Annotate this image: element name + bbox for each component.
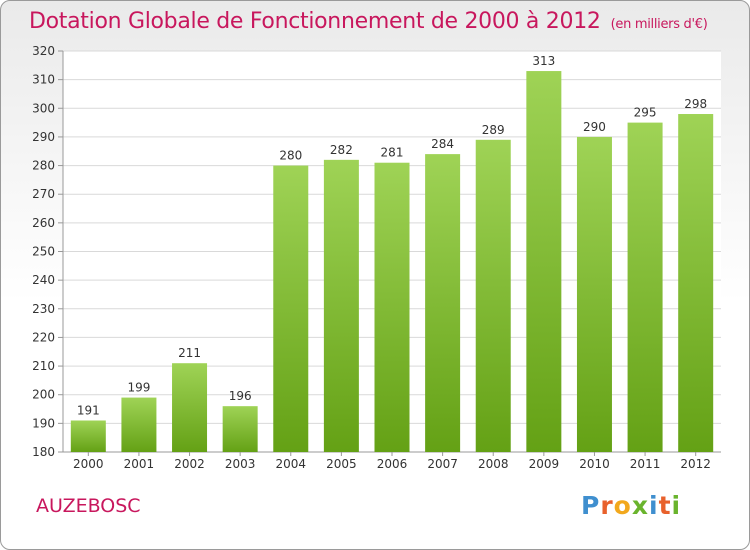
- data-label: 295: [634, 106, 657, 120]
- logo-letter: x: [631, 491, 649, 520]
- x-tick-label: 2005: [326, 457, 357, 471]
- chart-title: Dotation Globale de Fonctionnement de 20…: [29, 9, 708, 34]
- x-tick-label: 2010: [579, 457, 610, 471]
- x-tick-label: 2004: [275, 457, 306, 471]
- bar: [475, 139, 511, 453]
- bar: [374, 162, 410, 452]
- y-tick-label: 210: [32, 359, 55, 373]
- data-label: 191: [77, 403, 100, 417]
- bar: [121, 397, 157, 452]
- data-label: 199: [127, 381, 150, 395]
- y-tick-label: 200: [32, 388, 55, 402]
- data-label: 284: [431, 137, 454, 151]
- bar: [172, 363, 208, 452]
- chart-subtitle: (en milliers d'€): [610, 17, 708, 32]
- y-tick-label: 270: [32, 187, 55, 201]
- bar: [425, 154, 461, 452]
- bar: [222, 406, 258, 452]
- bar: [273, 165, 309, 453]
- x-tick-label: 2006: [377, 457, 408, 471]
- y-tick-label: 240: [32, 273, 55, 287]
- x-tick-label: 2002: [174, 457, 205, 471]
- x-tick-label: 2011: [630, 457, 661, 471]
- y-tick-label: 300: [32, 101, 55, 115]
- data-label: 289: [482, 123, 505, 137]
- x-tick-label: 2001: [124, 457, 155, 471]
- logo-letter: P: [581, 491, 601, 520]
- bar: [627, 122, 663, 452]
- logo-letter: t: [658, 491, 672, 520]
- y-tick-label: 310: [32, 73, 55, 87]
- x-tick-label: 2012: [680, 457, 711, 471]
- bar: [70, 420, 106, 452]
- logo-letter: r: [600, 491, 614, 520]
- logo-letter: i: [649, 491, 659, 520]
- bar: [526, 71, 562, 453]
- logo-letter: i: [671, 491, 682, 520]
- x-tick-label: 2000: [73, 457, 104, 471]
- data-label: 281: [381, 146, 404, 160]
- y-tick-label: 290: [32, 130, 55, 144]
- proxiti-logo: Proxiti: [581, 491, 681, 520]
- chart-title-text: Dotation Globale de Fonctionnement de 20…: [29, 9, 601, 34]
- x-tick-label: 2009: [529, 457, 560, 471]
- y-tick-label: 260: [32, 216, 55, 230]
- data-label: 298: [684, 97, 707, 111]
- y-tick-label: 180: [32, 445, 55, 459]
- y-tick-label: 220: [32, 330, 55, 344]
- y-tick-label: 250: [32, 245, 55, 259]
- y-tick-label: 230: [32, 302, 55, 316]
- bar: [678, 114, 714, 452]
- x-tick-label: 2003: [225, 457, 256, 471]
- logo-letter: o: [613, 491, 632, 520]
- data-label: 211: [178, 346, 201, 360]
- data-label: 313: [532, 54, 555, 68]
- commune-name: AUZEBOSC: [36, 495, 141, 517]
- y-tick-label: 320: [32, 44, 55, 58]
- y-tick-label: 280: [32, 159, 55, 173]
- data-label: 282: [330, 143, 353, 157]
- data-label: 196: [229, 389, 252, 403]
- data-label: 290: [583, 120, 606, 134]
- y-tick-label: 190: [32, 416, 55, 430]
- x-tick-label: 2008: [478, 457, 509, 471]
- data-label: 280: [279, 149, 302, 163]
- bar: [576, 136, 612, 452]
- bar: [323, 159, 359, 453]
- x-tick-label: 2007: [427, 457, 458, 471]
